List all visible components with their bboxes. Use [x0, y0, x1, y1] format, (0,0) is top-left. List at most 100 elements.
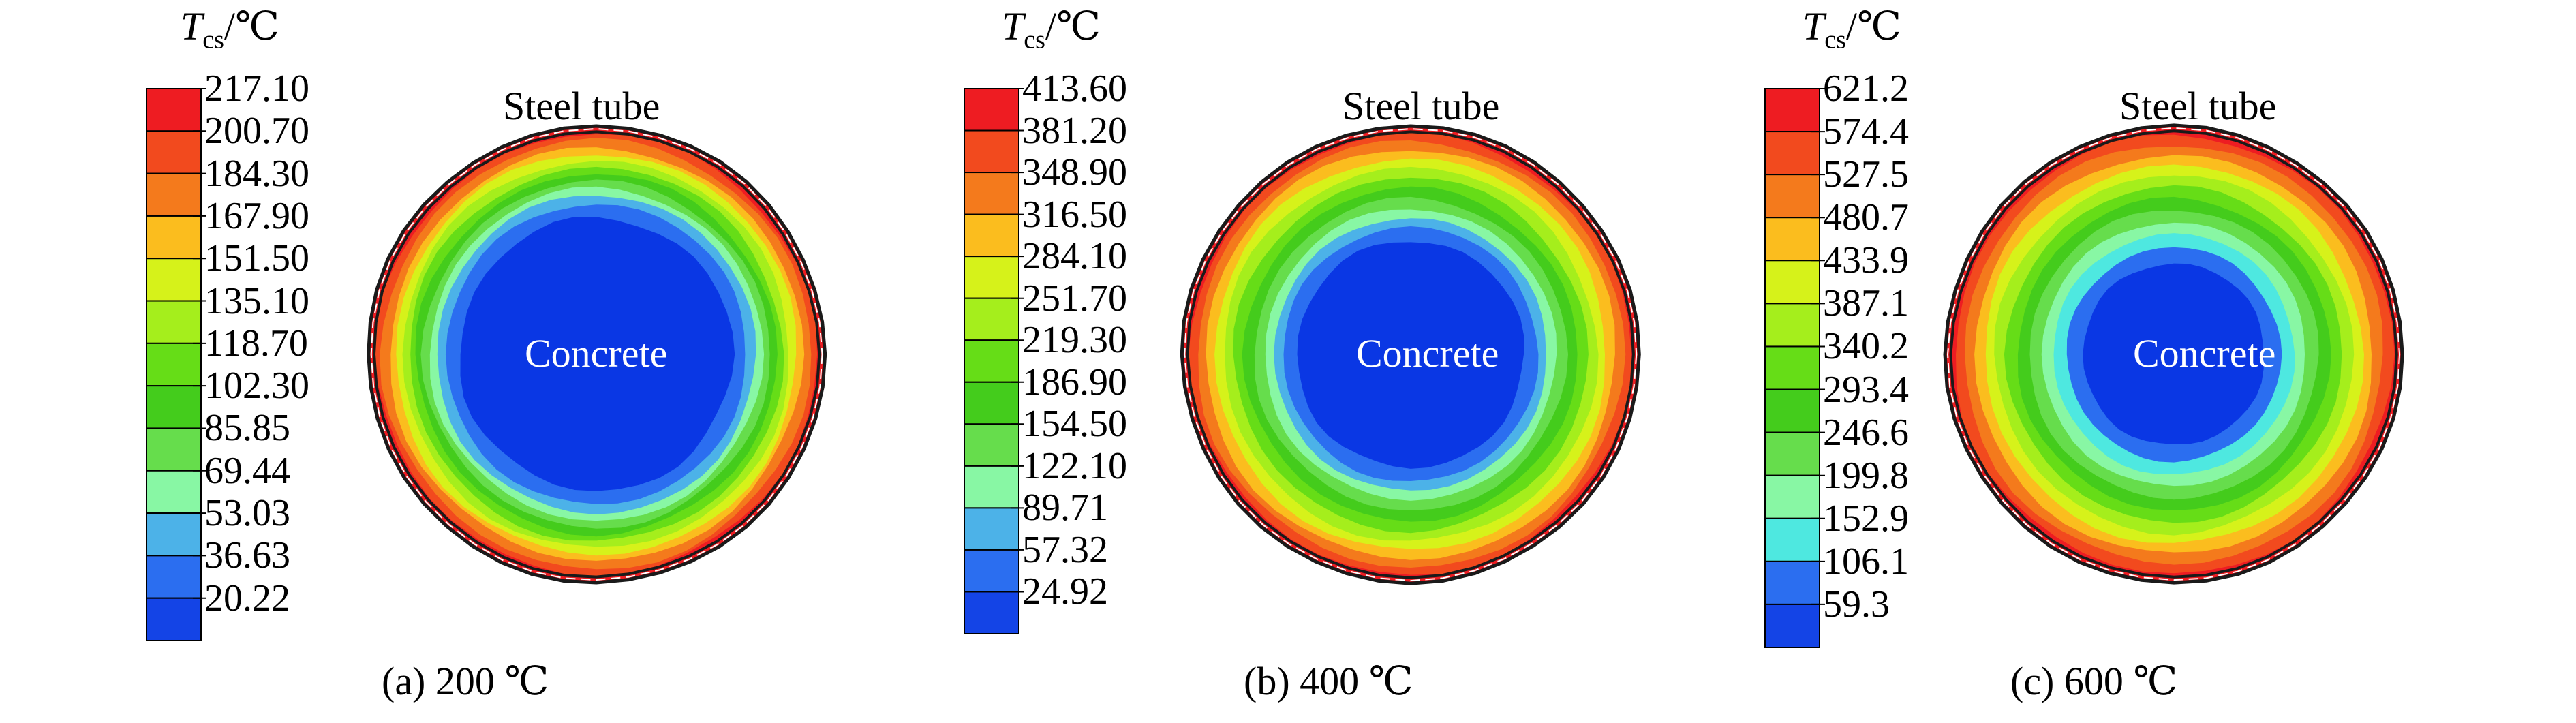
legend-tick-label: 20.22: [204, 576, 290, 619]
concrete-core: [2083, 263, 2264, 444]
legend-swatch: [146, 172, 202, 217]
legend-title: Tcs/℃: [1002, 4, 1101, 55]
concrete-label: Concrete: [1356, 331, 1499, 375]
legend-tick-label: 85.85: [204, 407, 290, 450]
legend-swatch: [964, 591, 1019, 635]
legend-tick-label: 219.30: [1022, 319, 1127, 362]
legend-tick-label: 59.3: [1823, 583, 1890, 626]
legend-swatch: [964, 256, 1019, 299]
steel-concrete-interface: [1184, 128, 1638, 582]
legend-tick-label: 122.10: [1022, 444, 1127, 487]
legend-tick-label: 527.5: [1823, 153, 1909, 196]
legend-tick-label: 574.4: [1823, 110, 1909, 153]
steel-concrete-interface: [370, 127, 823, 581]
panel-c-graphics: [1764, 88, 2404, 649]
legend-swatch: [964, 339, 1019, 383]
legend-swatch: [964, 213, 1019, 258]
legend-swatch: [964, 172, 1019, 215]
legend-tick-label: 154.50: [1022, 403, 1127, 446]
panel-b: Tcs/℃ Steel tube Concrete (b) 400 ℃ 413.…: [838, 0, 1683, 723]
legend-swatch: [1764, 474, 1820, 519]
legend-tick-label: 316.50: [1022, 193, 1127, 236]
legend-swatch: [146, 470, 202, 514]
legend-tick-label: 246.6: [1823, 411, 1909, 454]
legend-swatch: [146, 258, 202, 302]
legend-tick-label: 217.10: [204, 67, 309, 110]
panel-b-graphics: [964, 88, 1641, 635]
legend-title: Tcs/℃: [181, 4, 279, 55]
legend-swatch: [1764, 431, 1820, 476]
panel-caption: (c) 600 ℃: [2010, 659, 2178, 703]
legend-swatch: [1764, 88, 1820, 133]
steel-tube-label: Steel tube: [1343, 84, 1500, 128]
legend-tick-label: 152.9: [1823, 497, 1909, 540]
legend-swatch: [1764, 303, 1820, 348]
legend-tick-label: 36.63: [204, 534, 290, 577]
legend-tick-label: 199.8: [1823, 454, 1909, 497]
legend-swatch: [146, 427, 202, 472]
legend-swatch: [1764, 388, 1820, 433]
legend-swatch: [146, 300, 202, 344]
legend-tick-label: 200.70: [204, 110, 309, 153]
legend-tick-label: 184.30: [204, 152, 309, 195]
legend-title: Tcs/℃: [1803, 4, 1901, 55]
legend-swatch: [146, 597, 202, 642]
legend-tick-label: 387.1: [1823, 282, 1909, 325]
legend-swatch: [964, 423, 1019, 467]
legend-swatch: [1764, 517, 1820, 562]
legend-swatch: [1764, 560, 1820, 605]
legend-swatch: [1764, 260, 1820, 305]
legend-swatch: [964, 507, 1019, 551]
concrete-core: [1297, 242, 1524, 469]
legend-tick-label: 24.92: [1022, 570, 1108, 613]
legend-swatch: [964, 88, 1019, 132]
steel-tube-outline: [372, 130, 821, 579]
legend-swatch: [964, 381, 1019, 425]
legend-swatch: [964, 297, 1019, 341]
legend-swatch: [146, 385, 202, 429]
legend-swatch: [146, 512, 202, 557]
legend-tick-label: 480.7: [1823, 196, 1909, 239]
panel-caption: (a) 200 ℃: [382, 659, 549, 703]
legend-swatch: [1764, 345, 1820, 390]
panel-caption: (b) 400 ℃: [1244, 659, 1413, 703]
legend-swatch: [1764, 131, 1820, 176]
steel-tube-outline: [1180, 124, 1641, 585]
legend-tick-label: 106.1: [1823, 540, 1909, 583]
legend-tick-label: 381.20: [1022, 109, 1127, 152]
legend-swatch: [146, 215, 202, 260]
legend-tick-label: 69.44: [204, 449, 290, 492]
legend-tick-label: 151.50: [204, 237, 309, 280]
steel-tube-outline: [1949, 129, 2398, 579]
legend-tick-label: 621.2: [1823, 67, 1909, 110]
concrete-label: Concrete: [2133, 331, 2276, 375]
legend-tick-label: 433.9: [1823, 239, 1909, 282]
legend-tick-label: 348.90: [1022, 151, 1127, 194]
legend-swatch: [964, 129, 1019, 174]
legend-tick-label: 284.10: [1022, 235, 1127, 278]
legend-swatch: [1764, 174, 1820, 219]
legend-tick-label: 293.4: [1823, 368, 1909, 411]
legend-tick-label: 53.03: [204, 492, 290, 535]
legend-tick-label: 57.32: [1022, 528, 1108, 571]
legend-tick-label: 89.71: [1022, 487, 1108, 529]
legend-tick-label: 135.10: [204, 279, 309, 322]
steel-tube-label: Steel tube: [2119, 84, 2277, 128]
legend-tick-label: 413.60: [1022, 67, 1127, 110]
legend-tick-label: 118.70: [204, 322, 308, 365]
legend-tick-label: 167.90: [204, 194, 309, 237]
legend-tick-label: 251.70: [1022, 277, 1127, 320]
legend-swatch: [146, 342, 202, 387]
panel-a-graphics: [146, 88, 827, 642]
steel-tube-outline: [1943, 123, 2404, 585]
panel-c: Tcs/℃ Steel tube Concrete (c) 600 ℃ 621.…: [1649, 0, 2494, 723]
steel-tube-outline: [367, 124, 827, 585]
steel-tube-label: Steel tube: [503, 84, 660, 128]
legend-tick-label: 340.2: [1823, 325, 1909, 368]
concrete-label: Concrete: [525, 331, 668, 375]
legend-swatch: [146, 88, 202, 132]
legend-swatch: [1764, 603, 1820, 649]
legend-swatch: [146, 130, 202, 174]
steel-tube-outline: [1186, 130, 1635, 579]
legend-swatch: [964, 549, 1019, 593]
